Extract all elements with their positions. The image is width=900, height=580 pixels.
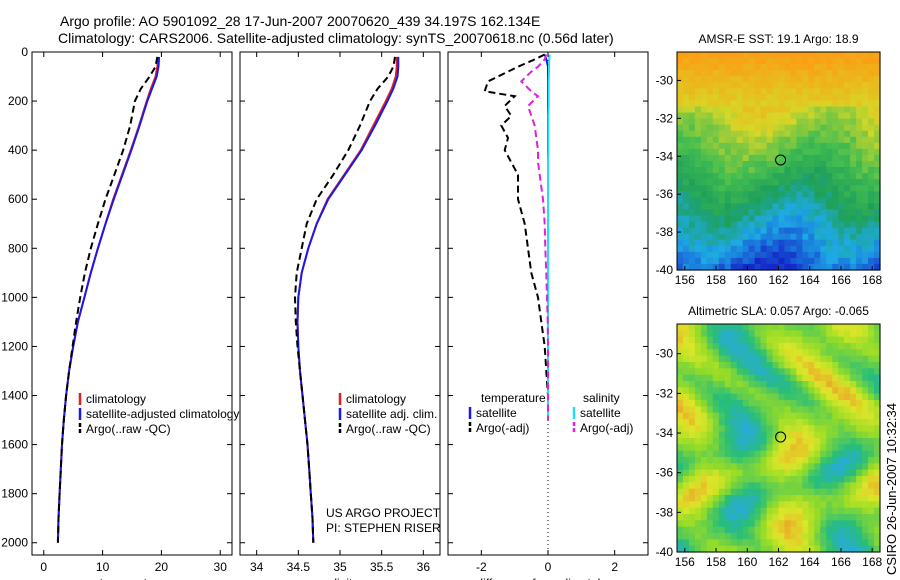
- plot-frame: [239, 51, 441, 556]
- legend-entry: Argo(..raw -QC): [346, 422, 431, 436]
- y-tick-label: 1600: [1, 438, 28, 452]
- y-tick-label: -32: [656, 386, 674, 400]
- x-tick-label: 168: [862, 555, 882, 569]
- argo-position-marker: [775, 431, 787, 443]
- x-tick-label: 10: [96, 560, 110, 574]
- y-tick-label: 800: [8, 241, 28, 255]
- y-tick-label: -34: [656, 149, 674, 163]
- sla-map-panel: 156 158 160 162 164 166 168 -30 -32 -34 -36 -38 -40 A…: [656, 304, 883, 569]
- map-field: [677, 324, 881, 553]
- x-tick-label: 20: [155, 560, 169, 574]
- y-tick-label: 2000: [1, 536, 28, 550]
- annotation-line: PI: STEPHEN RISER: [326, 521, 441, 535]
- series-line-1: [483, 53, 549, 420]
- y-tick-label: -32: [656, 111, 674, 125]
- legend-entry: satellite adj. clim.: [346, 407, 437, 421]
- x-tick-label: 34: [250, 560, 264, 574]
- temperature-panel: 0 10 20 30 temperature 0 200 400 600 800 1000 1200 1…: [1, 45, 239, 580]
- y-tick-label: -34: [656, 426, 674, 440]
- map-field: [677, 52, 881, 271]
- x-axis-label: salinity: [322, 576, 359, 580]
- x-tick-label: 158: [706, 555, 726, 569]
- legend-entry: climatology: [346, 392, 406, 406]
- x-tick-label: 156: [675, 273, 695, 287]
- y-tick-label: 1000: [1, 290, 28, 304]
- legend-entry: Argo(..raw -QC): [86, 422, 171, 436]
- y-tick-label: -40: [656, 545, 674, 559]
- x-tick-label: 166: [831, 555, 851, 569]
- x-tick-label: 35.5: [370, 560, 394, 574]
- map-title: Altimetric SLA: 0.057 Argo: -0.065: [688, 304, 869, 318]
- map-title: AMSR-E SST: 19.1 Argo: 18.9: [698, 32, 858, 46]
- y-tick-label: 1400: [1, 389, 28, 403]
- legend-entry: Argo(-adj): [580, 421, 633, 435]
- x-tick-label: 160: [737, 555, 757, 569]
- x-tick-label: 166: [831, 273, 851, 287]
- y-tick-label: 1800: [1, 487, 28, 501]
- y-tick-label: -38: [656, 505, 674, 519]
- y-tick-label: 0: [21, 45, 28, 59]
- x-tick-label: 156: [675, 555, 695, 569]
- x-tick-label: 0: [40, 560, 47, 574]
- y-tick-label: -36: [656, 466, 674, 480]
- side-label: CSIRO 26-Jun-2007 10:32:34: [884, 403, 899, 575]
- y-tick-label: -30: [656, 73, 674, 87]
- x-tick-label: 35: [333, 560, 347, 574]
- legend-entry: Argo(-adj): [476, 421, 529, 435]
- series-line-3: [519, 54, 549, 420]
- y-tick-label: -40: [656, 263, 674, 277]
- x-tick-label: 2: [611, 560, 618, 574]
- y-tick-label: -30: [656, 347, 674, 361]
- x-tick-label: 36: [417, 560, 431, 574]
- x-tick-label: 162: [768, 555, 788, 569]
- x-tick-label: 158: [706, 273, 726, 287]
- x-tick-label: 34.5: [287, 560, 311, 574]
- y-tick-label: -38: [656, 225, 674, 239]
- argo-position-marker: [775, 154, 787, 166]
- salinity-panel: 34 34.5 35 35.5 36 salinity climatologysatelli…: [239, 51, 441, 580]
- header-line1: Argo profile: AO 5901092_28 17-Jun-2007 …: [60, 13, 541, 29]
- series-line-2: [293, 56, 396, 543]
- x-axis-label: difference from climatology: [476, 576, 619, 580]
- annotation-line: US ARGO PROJECT: [326, 506, 441, 520]
- header-line2: Climatology: CARS2006. Satellite-adjuste…: [58, 30, 614, 46]
- x-tick-label: 30: [214, 560, 228, 574]
- legend-entry: climatology: [86, 392, 146, 406]
- y-tick-label: 1200: [1, 339, 28, 353]
- x-tick-label: 168: [862, 273, 882, 287]
- y-tick-label: -36: [656, 187, 674, 201]
- legend-header: temperature: [481, 391, 546, 405]
- y-tick-label: 600: [8, 192, 28, 206]
- x-tick-label: 162: [768, 273, 788, 287]
- plot-frame: [31, 51, 233, 556]
- series-line-2: [56, 56, 159, 543]
- sst-map-panel: 156 158 160 162 164 166 168 -30 -32 -34 -36 -38 -40 A…: [656, 32, 883, 287]
- legend-header: salinity: [583, 391, 620, 405]
- y-tick-label: 200: [8, 94, 28, 108]
- y-tick-label: 400: [8, 143, 28, 157]
- x-tick-label: 164: [800, 555, 820, 569]
- x-tick-label: 164: [800, 273, 820, 287]
- x-tick-label: 160: [737, 273, 757, 287]
- x-tick-label: -2: [476, 560, 487, 574]
- x-axis-label: temperature: [100, 576, 165, 580]
- legend-entry: satellite-adjusted climatology: [86, 407, 239, 421]
- x-tick-label: 0: [545, 560, 552, 574]
- legend-entry: satellite: [580, 406, 621, 420]
- difference-panel: -2 0 2 difference from climatology temperatu…: [447, 51, 649, 580]
- legend-entry: satellite: [476, 406, 517, 420]
